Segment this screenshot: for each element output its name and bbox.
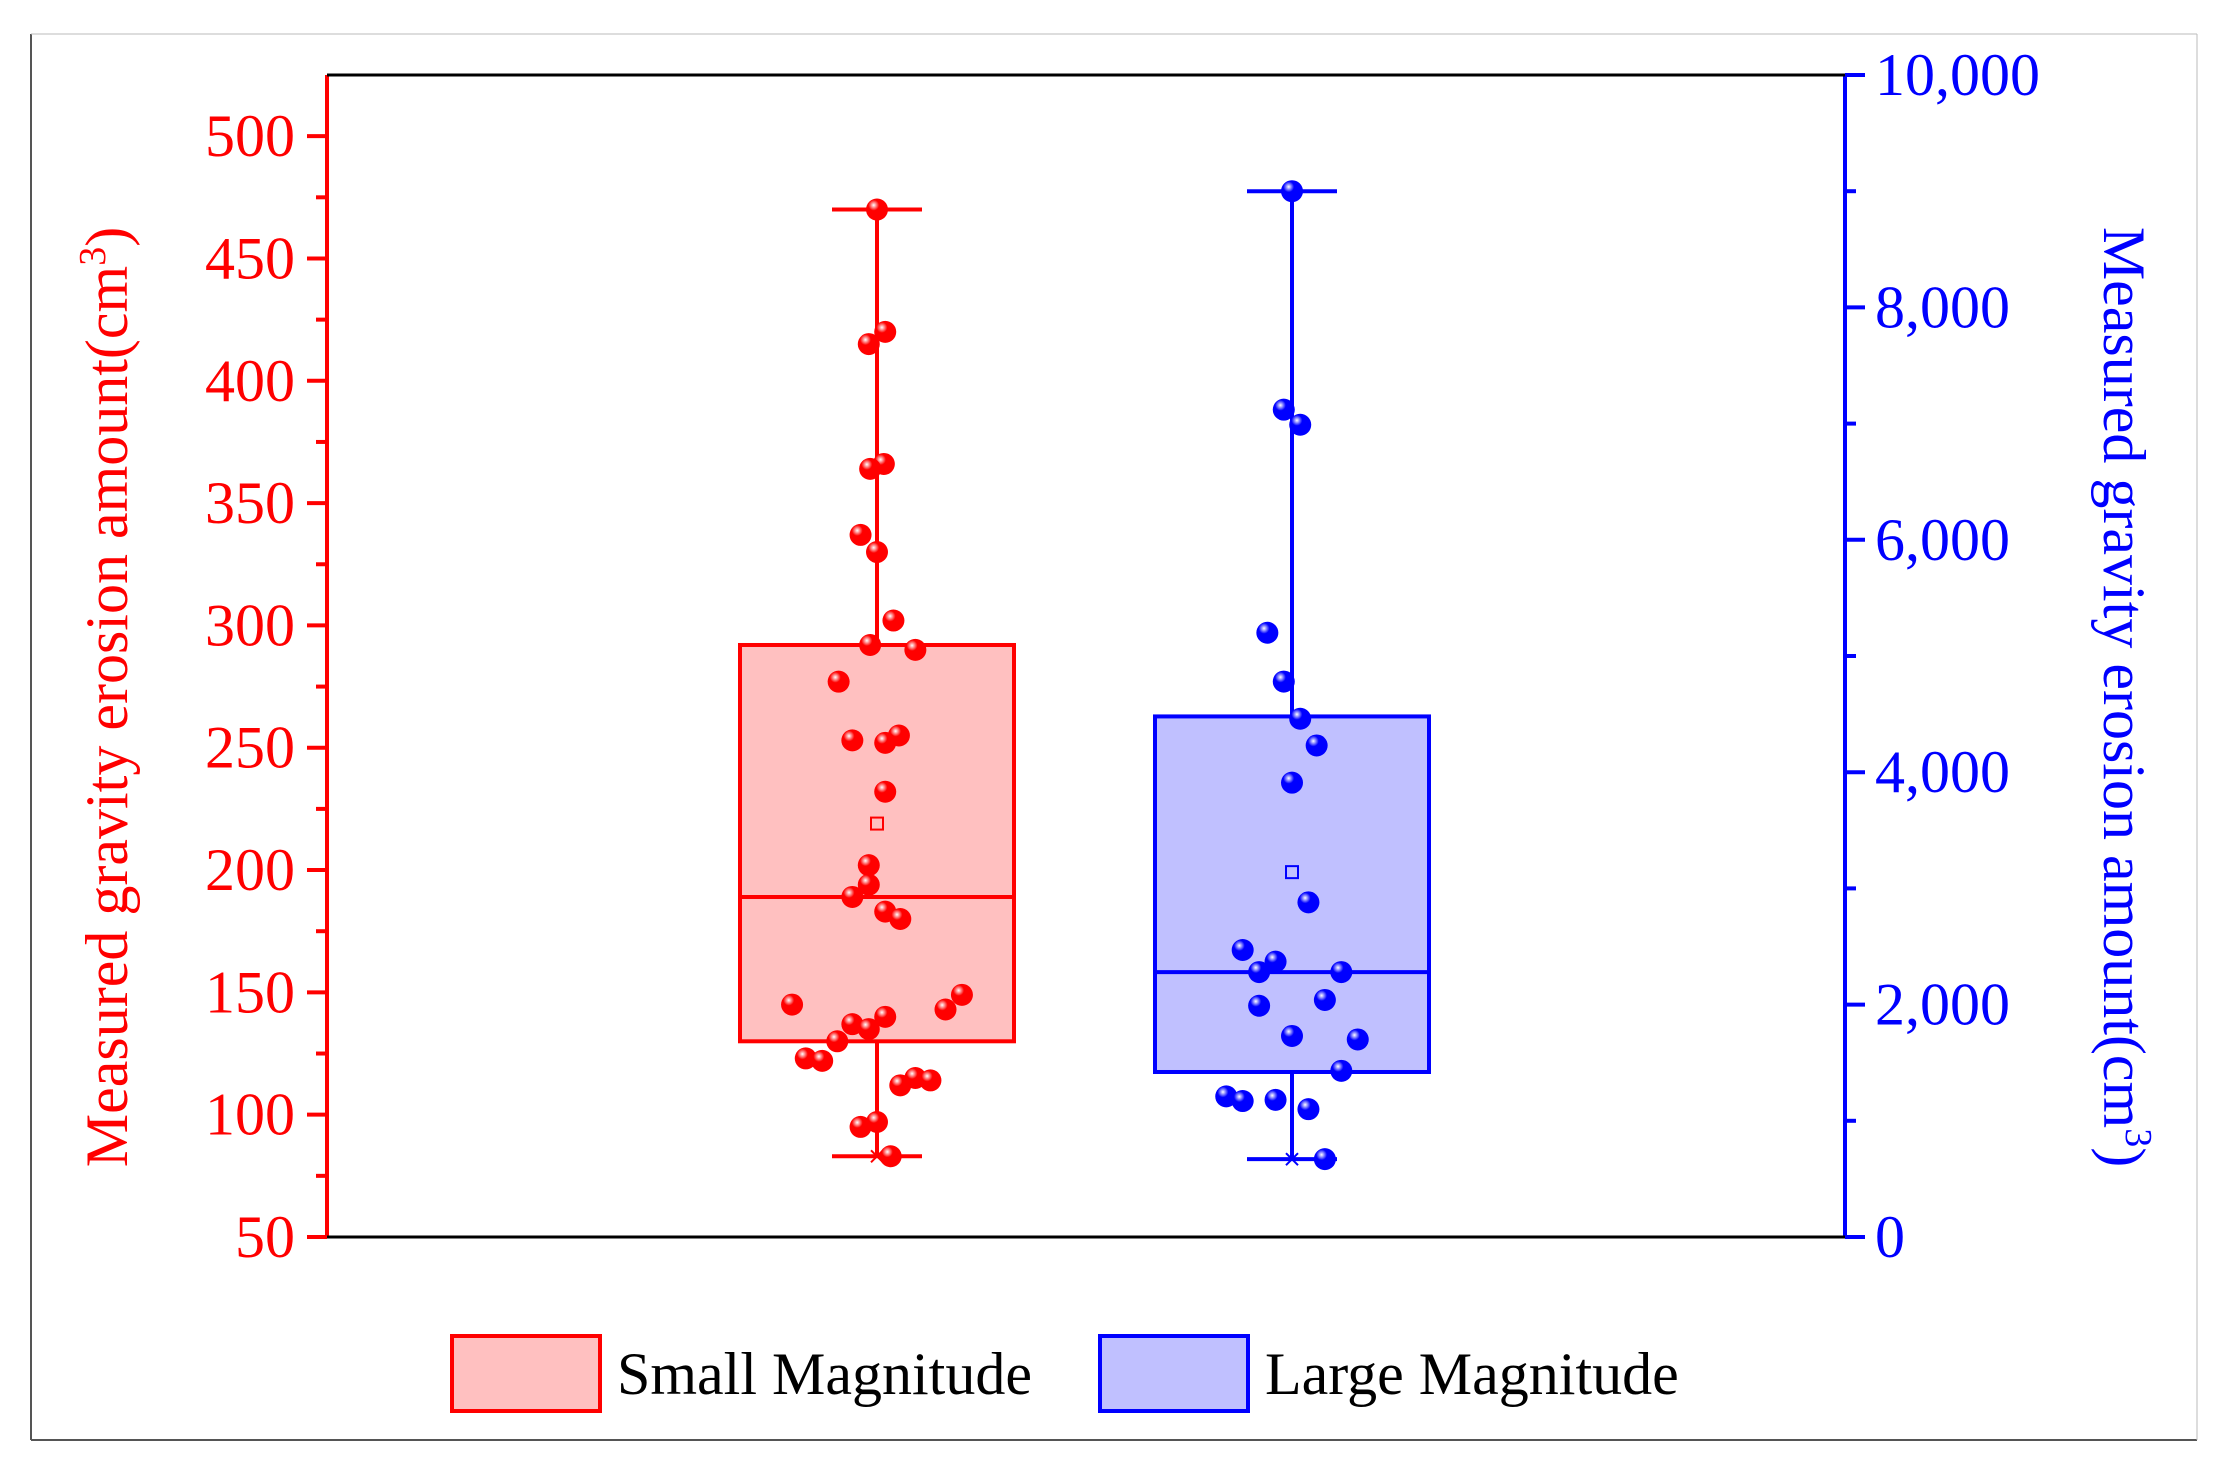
small-magnitude-data-point bbox=[950, 983, 973, 1006]
large-magnitude-data-point bbox=[1313, 1148, 1336, 1171]
small-magnitude-data-point bbox=[826, 1030, 849, 1053]
large-magnitude-data-point bbox=[1272, 398, 1295, 421]
left-tick-label: 400 bbox=[205, 348, 295, 414]
large-magnitude-data-point bbox=[1264, 950, 1287, 973]
small-magnitude-data-point bbox=[857, 854, 880, 877]
large-magnitude-mean-marker bbox=[1285, 865, 1299, 880]
large-magnitude-data-point bbox=[1264, 1088, 1287, 1111]
large-magnitude-data-point bbox=[1231, 938, 1254, 961]
large-magnitude-data-point bbox=[1297, 1098, 1320, 1121]
small-magnitude-data-point bbox=[859, 633, 882, 656]
small-magnitude-data-point bbox=[874, 780, 897, 803]
small-magnitude-data-point bbox=[857, 333, 880, 356]
large-magnitude-data-point bbox=[1272, 670, 1295, 693]
left-tick-label: 350 bbox=[205, 470, 295, 536]
small-magnitude-data-point bbox=[857, 873, 880, 896]
left-tick-label: 100 bbox=[205, 1082, 295, 1148]
small-magnitude-data-point bbox=[841, 885, 864, 908]
large-magnitude-data-point bbox=[1297, 891, 1320, 914]
right-axis-title: Measured gravity erosion amount(cm3) bbox=[2091, 227, 2159, 1167]
large-magnitude-data-point bbox=[1248, 961, 1271, 984]
large-magnitude-min-marker bbox=[1285, 1152, 1299, 1166]
small-magnitude-data-point bbox=[934, 998, 957, 1021]
right-tick-label: 2,000 bbox=[1875, 972, 2010, 1038]
small-magnitude-data-point bbox=[882, 609, 905, 632]
right-tick-label: 6,000 bbox=[1875, 507, 2010, 573]
small-magnitude-data-point bbox=[879, 1145, 902, 1168]
large-magnitude-data-point bbox=[1256, 621, 1279, 644]
large-magnitude-data-point bbox=[1248, 994, 1271, 1017]
large-magnitude-box bbox=[1153, 714, 1431, 1074]
large-magnitude-data-point bbox=[1281, 771, 1303, 794]
small-magnitude-data-point bbox=[857, 1018, 880, 1041]
legend-swatch-small-magnitude bbox=[450, 1334, 602, 1413]
large-magnitude-data-point bbox=[1281, 1024, 1303, 1047]
small-magnitude-data-point bbox=[849, 523, 872, 546]
right-tick-label: 0 bbox=[1875, 1204, 1905, 1270]
small-magnitude-data-point bbox=[781, 993, 804, 1016]
legend-label-small-magnitude: Small Magnitude bbox=[617, 1341, 1032, 1407]
small-magnitude-data-point bbox=[866, 198, 888, 221]
legend-swatch-large-magnitude bbox=[1098, 1334, 1250, 1413]
large-magnitude-data-point bbox=[1346, 1028, 1369, 1051]
small-magnitude-data-point bbox=[859, 457, 882, 480]
left-tick-label: 300 bbox=[205, 592, 295, 658]
right-tick-label: 8,000 bbox=[1875, 274, 2010, 340]
large-magnitude-data-point bbox=[1330, 961, 1353, 984]
small-magnitude-data-point bbox=[874, 1005, 897, 1028]
large-magnitude-data-point bbox=[1281, 180, 1303, 203]
small-magnitude-data-point bbox=[904, 638, 927, 661]
small-magnitude-mean-marker bbox=[870, 816, 884, 831]
left-axis-title: Measured gravity erosion amount(cm3) bbox=[72, 227, 140, 1167]
small-magnitude-data-point bbox=[874, 731, 897, 754]
small-magnitude-data-point bbox=[827, 670, 850, 693]
large-magnitude-data-point bbox=[1330, 1059, 1353, 1082]
large-magnitude-data-point bbox=[1289, 707, 1312, 730]
small-magnitude-box bbox=[738, 642, 1016, 1044]
left-tick-label: 500 bbox=[205, 103, 295, 169]
small-magnitude-data-point bbox=[849, 1115, 872, 1138]
small-magnitude-data-point bbox=[874, 320, 897, 343]
plot-area: 50 100 150 200 250 300 350 400 450 500 0 2,000 4,000… bbox=[205, 42, 2040, 1270]
left-tick-label: 150 bbox=[205, 959, 295, 1025]
legend-label-large-magnitude: Large Magnitude bbox=[1265, 1341, 1679, 1407]
large-magnitude-data-point bbox=[1305, 734, 1328, 757]
large-magnitude-data-point bbox=[1289, 413, 1312, 436]
large-magnitude-data-point bbox=[1313, 988, 1336, 1011]
left-tick-label: 200 bbox=[205, 837, 295, 903]
large-magnitude-data-point bbox=[1231, 1090, 1254, 1113]
small-magnitude-data-point bbox=[811, 1049, 834, 1072]
right-tick-label: 10,000 bbox=[1875, 42, 2040, 108]
small-magnitude-data-point bbox=[919, 1069, 942, 1092]
small-magnitude-data-point bbox=[889, 1074, 912, 1097]
left-tick-label: 250 bbox=[205, 715, 295, 781]
small-magnitude-data-point bbox=[866, 541, 888, 564]
small-magnitude-data-point bbox=[889, 907, 912, 930]
small-magnitude-data-point bbox=[794, 1047, 817, 1070]
left-tick-label: 50 bbox=[235, 1204, 295, 1270]
legend: Small Magnitude Large Magnitude bbox=[450, 1334, 1679, 1413]
left-tick-label: 450 bbox=[205, 225, 295, 291]
small-magnitude-data-point bbox=[841, 729, 864, 752]
right-tick-label: 4,000 bbox=[1875, 739, 2010, 805]
